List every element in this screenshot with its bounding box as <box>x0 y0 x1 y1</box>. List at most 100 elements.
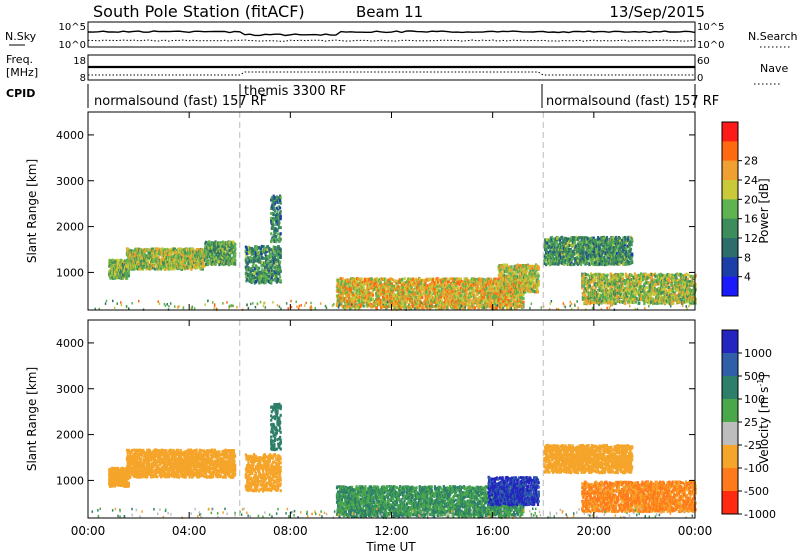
data-cell <box>368 277 371 281</box>
data-cell <box>363 286 366 290</box>
data-cell <box>251 273 254 277</box>
data-cell <box>234 242 237 246</box>
data-cell <box>402 298 405 302</box>
data-cell <box>344 304 347 308</box>
data-cell <box>211 246 214 249</box>
data-cell <box>272 226 275 230</box>
data-cell <box>178 264 181 268</box>
data-cell <box>422 306 425 310</box>
data-cell <box>135 248 138 252</box>
data-cell <box>149 254 152 258</box>
data-cell <box>108 263 112 267</box>
data-cell <box>352 293 355 297</box>
data-cell <box>392 287 395 291</box>
data-cell <box>420 281 423 285</box>
data-cell <box>113 260 117 263</box>
data-cell <box>344 283 347 287</box>
data-cell <box>273 196 277 200</box>
data-cell <box>226 247 229 251</box>
data-cell <box>377 289 380 292</box>
data-cell <box>273 254 276 258</box>
data-cell <box>397 295 400 299</box>
data-cell <box>401 287 404 291</box>
data-cell <box>272 278 275 282</box>
data-cell <box>224 256 227 260</box>
data-cell <box>429 277 432 281</box>
data-cell <box>109 274 112 278</box>
data-cell <box>369 287 372 291</box>
data-cell <box>416 286 419 290</box>
data-cell <box>253 249 256 253</box>
data-cell <box>391 285 394 289</box>
data-cell <box>119 271 122 275</box>
data-cell <box>251 256 254 260</box>
data-cell <box>398 292 401 296</box>
data-cell <box>250 259 253 263</box>
data-cell <box>136 257 139 261</box>
data-cell <box>417 291 420 295</box>
data-cell <box>360 297 363 301</box>
data-cell <box>191 262 194 266</box>
data-cell <box>180 252 184 256</box>
data-cell <box>273 229 276 233</box>
data-cell <box>406 279 409 283</box>
data-cell <box>414 277 418 281</box>
data-cell <box>132 250 135 254</box>
data-cell <box>269 260 272 263</box>
data-cell <box>374 303 377 307</box>
data-cell <box>251 251 254 255</box>
data-cell <box>356 299 359 303</box>
data-cell <box>375 294 378 298</box>
data-cell <box>346 289 349 293</box>
data-cell <box>270 276 273 280</box>
data-cell <box>386 305 389 309</box>
data-cell <box>142 266 145 270</box>
data-cell <box>376 298 379 302</box>
data-cell <box>505 295 508 299</box>
data-cell <box>190 257 193 261</box>
data-cell <box>335 278 339 282</box>
data-cell <box>366 292 369 296</box>
data-cell <box>407 277 410 281</box>
data-cell <box>344 301 347 305</box>
data-cell <box>261 279 264 283</box>
data-cell <box>373 284 376 287</box>
data-cell <box>342 297 345 301</box>
data-cell <box>256 277 259 281</box>
data-cell <box>204 242 207 246</box>
data-cell <box>155 262 158 266</box>
data-cell <box>363 290 366 294</box>
data-cell <box>363 299 366 303</box>
data-cell <box>362 296 365 300</box>
data-cell <box>111 272 114 276</box>
data-cell <box>230 257 233 261</box>
data-cell <box>122 273 125 277</box>
data-cell <box>273 269 276 273</box>
data-cell <box>390 282 394 286</box>
data-cell <box>418 277 421 281</box>
data-cell <box>177 260 180 264</box>
data-cell <box>227 254 230 258</box>
data-cell <box>234 252 237 256</box>
data-cell <box>247 272 250 276</box>
data-cell <box>413 300 416 304</box>
data-cell <box>188 256 191 260</box>
data-cell <box>221 256 224 260</box>
data-cell <box>225 259 228 263</box>
data-cell <box>232 248 235 252</box>
data-cell <box>194 254 197 258</box>
data-cell <box>363 282 366 286</box>
data-cell <box>346 287 349 291</box>
data-cell <box>184 257 187 261</box>
data-cell <box>196 265 199 269</box>
data-cell <box>342 280 345 284</box>
data-cell <box>340 302 343 306</box>
data-cell <box>184 261 187 265</box>
data-cell <box>377 303 380 307</box>
data-cell <box>259 257 262 261</box>
data-cell <box>414 280 418 284</box>
data-cell <box>115 276 118 280</box>
data-cell <box>340 279 344 283</box>
data-cell <box>403 288 406 291</box>
data-cell <box>418 292 421 296</box>
